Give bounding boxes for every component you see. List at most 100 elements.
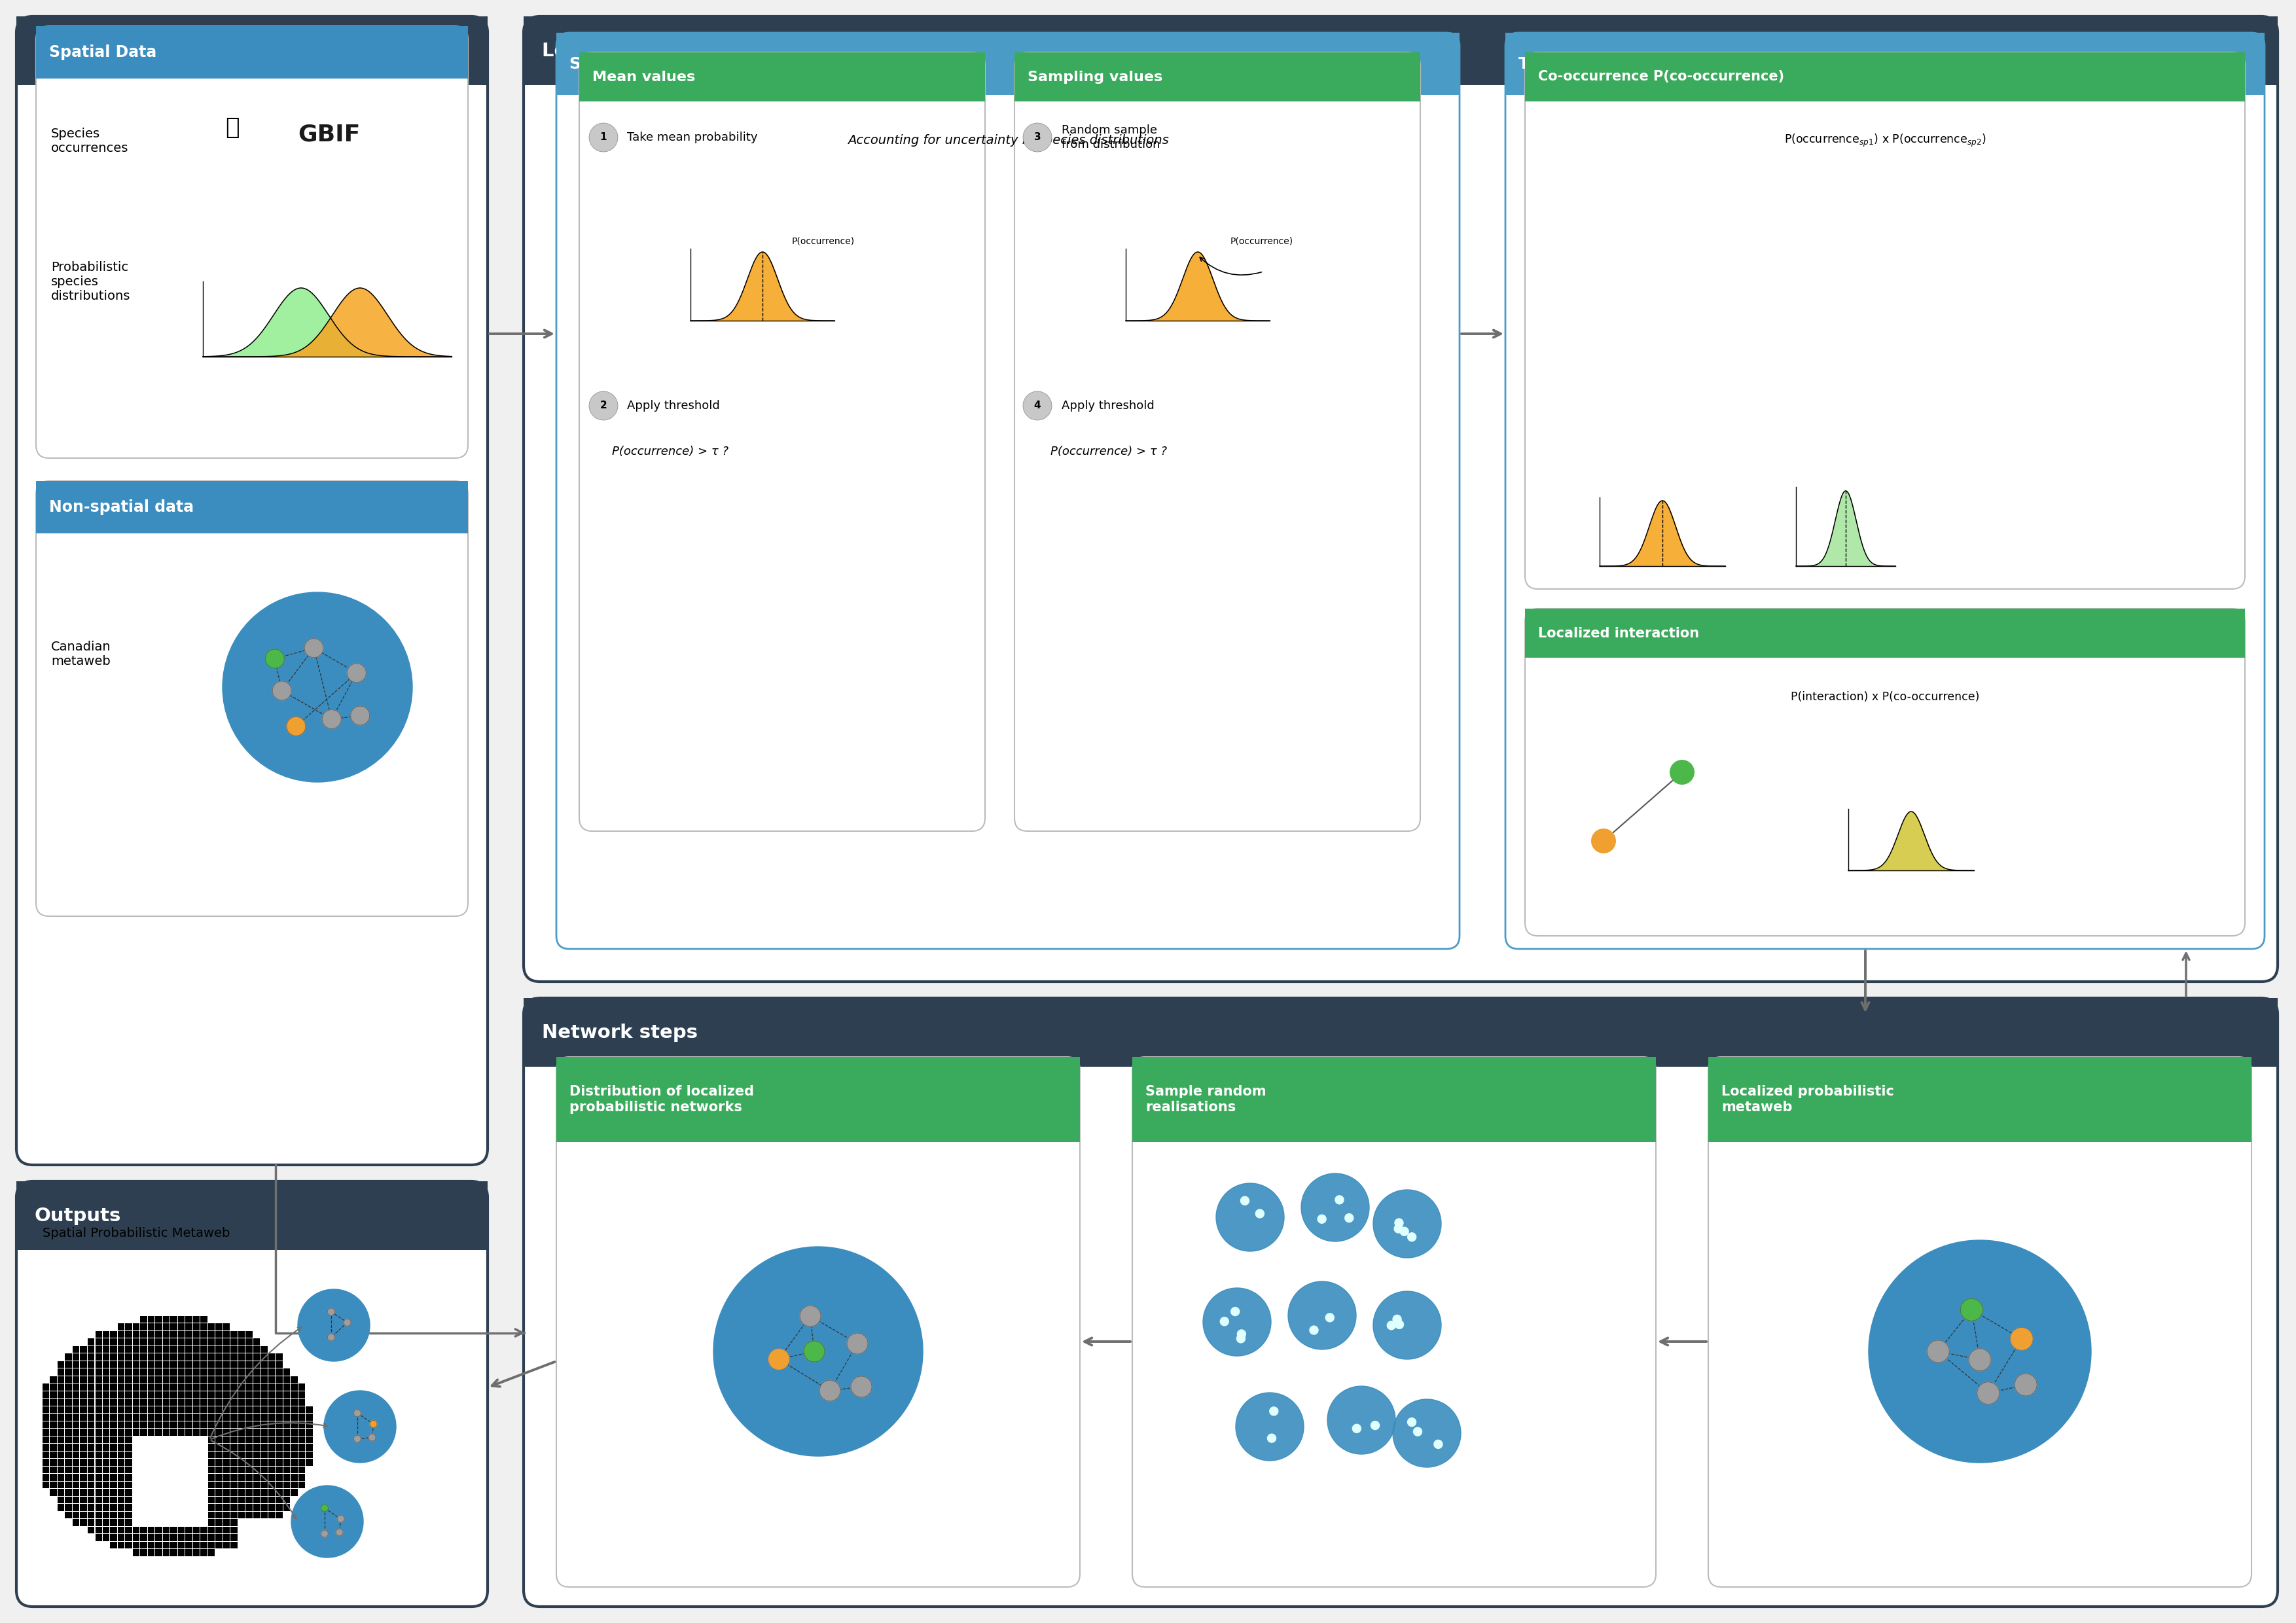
Bar bbox=[1525, 52, 2245, 101]
Circle shape bbox=[1394, 1219, 1403, 1227]
Bar bbox=[94, 1354, 101, 1360]
Bar bbox=[209, 1444, 216, 1451]
Bar bbox=[170, 1345, 177, 1352]
Bar bbox=[147, 1550, 154, 1556]
Circle shape bbox=[1235, 1393, 1304, 1461]
Bar bbox=[239, 1391, 246, 1397]
Bar bbox=[239, 1488, 246, 1496]
Bar bbox=[103, 1467, 110, 1474]
Bar bbox=[209, 1339, 216, 1345]
Bar bbox=[269, 1422, 276, 1428]
Bar bbox=[262, 1399, 266, 1406]
Bar bbox=[103, 1474, 110, 1480]
Bar bbox=[133, 1399, 140, 1406]
Bar bbox=[133, 1345, 140, 1352]
Bar bbox=[170, 1428, 177, 1435]
Bar bbox=[44, 1474, 48, 1480]
Bar bbox=[140, 1354, 147, 1360]
Circle shape bbox=[1302, 1173, 1368, 1242]
Bar bbox=[73, 1467, 80, 1474]
Bar bbox=[253, 1414, 259, 1420]
Bar bbox=[80, 1444, 87, 1451]
Bar bbox=[57, 1496, 64, 1503]
Bar bbox=[305, 1414, 312, 1420]
Bar bbox=[179, 1391, 184, 1397]
Bar bbox=[64, 1368, 71, 1375]
Bar bbox=[246, 1399, 253, 1406]
Bar bbox=[94, 1414, 101, 1420]
Bar bbox=[223, 1368, 230, 1375]
Bar bbox=[186, 1550, 193, 1556]
Bar bbox=[209, 1362, 216, 1368]
FancyBboxPatch shape bbox=[1015, 52, 1421, 831]
Bar bbox=[80, 1459, 87, 1466]
Bar bbox=[216, 1534, 223, 1540]
Bar bbox=[117, 1505, 124, 1511]
Bar bbox=[262, 1467, 266, 1474]
Bar bbox=[87, 1414, 94, 1420]
Bar bbox=[186, 1399, 193, 1406]
Bar bbox=[269, 1399, 276, 1406]
Bar bbox=[269, 1391, 276, 1397]
Bar bbox=[170, 1339, 177, 1345]
Bar bbox=[239, 1339, 246, 1345]
Bar bbox=[126, 1542, 131, 1548]
Bar bbox=[117, 1496, 124, 1503]
Bar bbox=[51, 1428, 57, 1435]
Bar bbox=[133, 1354, 140, 1360]
Bar bbox=[200, 1376, 207, 1383]
Bar bbox=[216, 1459, 223, 1466]
Bar bbox=[57, 1384, 64, 1391]
Bar bbox=[64, 1376, 71, 1383]
Bar bbox=[87, 1505, 94, 1511]
Bar bbox=[253, 1467, 259, 1474]
Bar bbox=[179, 1422, 184, 1428]
Bar bbox=[140, 1323, 147, 1331]
Bar bbox=[200, 1422, 207, 1428]
Circle shape bbox=[351, 706, 370, 725]
Bar bbox=[126, 1467, 131, 1474]
Bar bbox=[193, 1323, 200, 1331]
Bar bbox=[126, 1511, 131, 1518]
Bar bbox=[223, 1467, 230, 1474]
Bar bbox=[94, 1376, 101, 1383]
Bar bbox=[179, 1345, 184, 1352]
Bar bbox=[140, 1542, 147, 1548]
Bar bbox=[556, 1057, 1079, 1143]
Bar bbox=[147, 1399, 154, 1406]
Bar bbox=[239, 1345, 246, 1352]
Bar bbox=[216, 1482, 223, 1488]
FancyBboxPatch shape bbox=[16, 16, 487, 1165]
Bar bbox=[209, 1511, 216, 1518]
Text: P(occurrence) > τ ?: P(occurrence) > τ ? bbox=[1052, 446, 1166, 458]
Bar bbox=[87, 1482, 94, 1488]
Bar bbox=[163, 1368, 170, 1375]
Bar bbox=[156, 1542, 163, 1548]
Bar bbox=[216, 1542, 223, 1548]
Bar bbox=[126, 1354, 131, 1360]
Circle shape bbox=[1024, 123, 1052, 153]
Bar bbox=[133, 1331, 140, 1337]
Bar bbox=[216, 1505, 223, 1511]
Bar bbox=[276, 1436, 282, 1443]
Bar bbox=[253, 1345, 259, 1352]
Bar bbox=[87, 1376, 94, 1383]
Bar bbox=[193, 1550, 200, 1556]
Bar bbox=[80, 1384, 87, 1391]
Circle shape bbox=[804, 1341, 824, 1362]
Text: Species
occurrences: Species occurrences bbox=[51, 127, 129, 154]
Circle shape bbox=[1387, 1321, 1396, 1329]
Bar bbox=[44, 1467, 48, 1474]
Circle shape bbox=[338, 1516, 344, 1522]
Bar bbox=[269, 1384, 276, 1391]
Bar bbox=[37, 26, 468, 78]
Bar bbox=[51, 1444, 57, 1451]
Bar bbox=[292, 1444, 298, 1451]
Bar bbox=[262, 1496, 266, 1503]
Bar bbox=[179, 1376, 184, 1383]
Text: Localized interaction: Localized interaction bbox=[1538, 626, 1699, 639]
Bar bbox=[64, 1406, 71, 1414]
Bar bbox=[223, 1519, 230, 1526]
Bar bbox=[64, 1467, 71, 1474]
Bar bbox=[216, 1496, 223, 1503]
